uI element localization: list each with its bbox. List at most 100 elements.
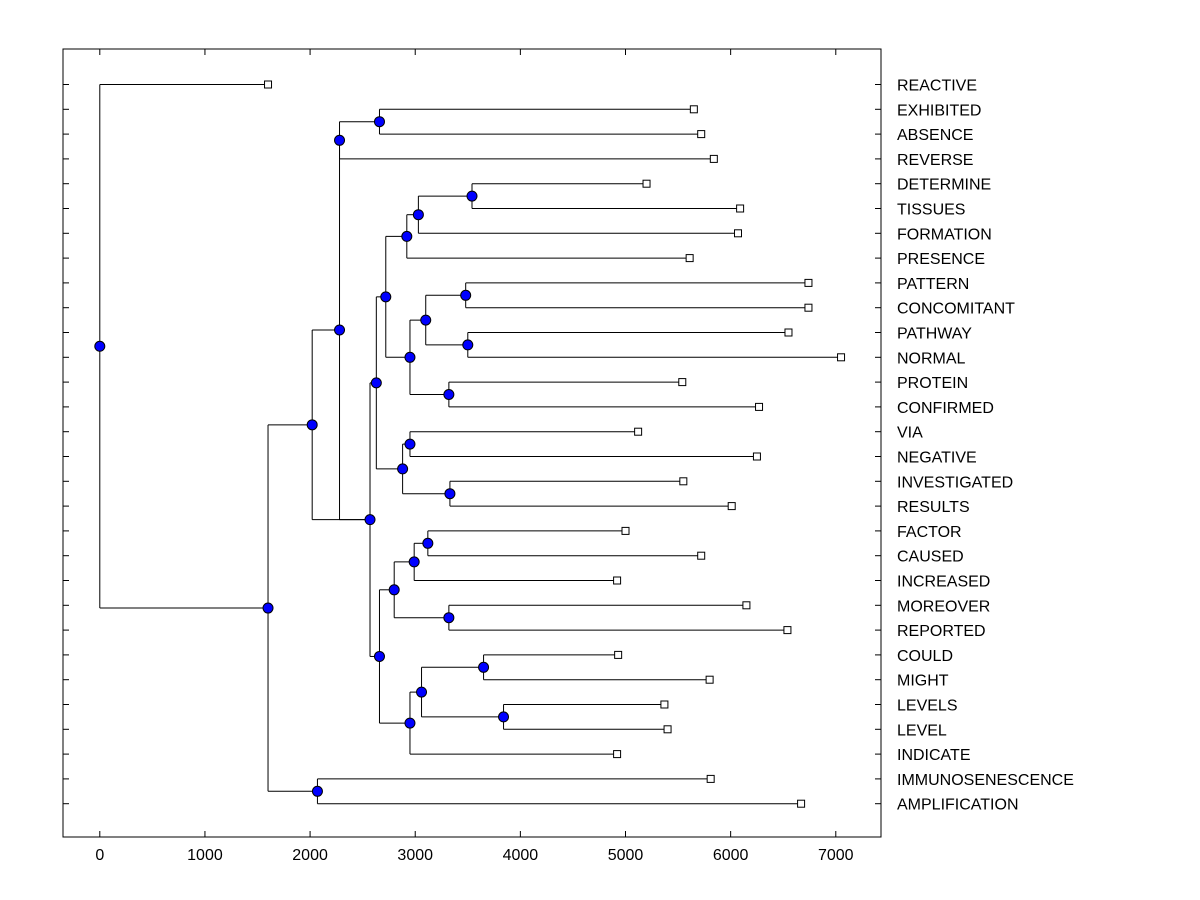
leaf-marker	[685, 254, 694, 263]
leaf-marker	[621, 526, 630, 535]
leaf-label: FORMATION	[897, 226, 992, 243]
leaf-markers	[264, 80, 846, 808]
x-tick-label: 2000	[292, 847, 328, 864]
leaf-label: CAUSED	[897, 549, 964, 566]
leaf-marker	[663, 725, 672, 734]
leaf-label: IMMUNOSENESCENCE	[897, 772, 1074, 789]
leaf-marker	[797, 799, 806, 808]
merge-node-marker	[334, 324, 346, 336]
leaf-label: CONCOMITANT	[897, 301, 1015, 318]
leaf-label: FACTOR	[897, 524, 962, 541]
leaf-marker	[752, 452, 761, 461]
leaf-marker	[642, 179, 651, 188]
leaf-label: COULD	[897, 648, 953, 665]
merge-node-marker	[412, 209, 424, 221]
leaf-label: LEVELS	[897, 698, 957, 715]
x-tick-label: 1000	[187, 847, 223, 864]
merge-node-marker	[373, 116, 385, 128]
leaf-label: NORMAL	[897, 350, 966, 367]
leaf-label: INCREASED	[897, 574, 990, 591]
x-tick-label: 6000	[713, 847, 749, 864]
merge-node-marker	[444, 488, 456, 500]
leaf-labels: REACTIVE EXHIBITED ABSENCE REVERSE DETERMINE…	[897, 78, 1074, 814]
leaf-marker	[660, 700, 669, 709]
leaf-marker	[804, 303, 813, 312]
leaf-label: REACTIVE	[897, 78, 977, 95]
leaf-marker	[705, 675, 714, 684]
leaf-marker	[613, 750, 622, 759]
merge-node-marker	[388, 584, 400, 596]
leaf-label: INDICATE	[897, 747, 970, 764]
merge-node-marker	[401, 230, 413, 242]
leaf-marker	[734, 229, 743, 238]
leaf-marker	[736, 204, 745, 213]
leaf-marker	[742, 601, 751, 610]
leaf-label: MOREOVER	[897, 598, 990, 615]
leaf-marker	[706, 774, 715, 783]
x-tick-label: 7000	[818, 847, 854, 864]
leaf-marker	[614, 650, 623, 659]
leaf-label: VIA	[897, 425, 923, 442]
leaf-label: REPORTED	[897, 623, 986, 640]
x-tick-label: 0	[95, 847, 104, 864]
merge-node-marker	[462, 339, 474, 351]
merge-node-marker	[420, 314, 432, 326]
leaf-label: RESULTS	[897, 499, 970, 516]
merge-node-marker	[370, 377, 382, 389]
leaf-marker	[679, 477, 688, 486]
x-tick-label: 3000	[397, 847, 433, 864]
leaf-tick-marks	[63, 84, 881, 805]
plot-frame	[62, 48, 882, 838]
merge-node-marker	[498, 711, 510, 723]
leaf-label: PROTEIN	[897, 375, 968, 392]
leaf-label: CONFIRMED	[897, 400, 994, 417]
leaf-label: MIGHT	[897, 673, 949, 690]
merge-node-marker	[466, 190, 478, 202]
leaf-marker	[689, 105, 698, 114]
leaf-label: AMPLIFICATION	[897, 797, 1019, 814]
x-axis: 0 1000 2000 3000 4000 5000 6000 7000	[95, 49, 854, 864]
leaf-marker	[804, 278, 813, 287]
merge-node-marker	[408, 556, 420, 568]
leaf-marker	[613, 576, 622, 585]
merge-node-marker	[422, 537, 434, 549]
leaf-marker	[727, 502, 736, 511]
merge-node-marker	[404, 438, 416, 450]
leaf-marker	[755, 402, 764, 411]
merge-node-marker	[373, 650, 385, 662]
leaf-label: PATTERN	[897, 276, 969, 293]
leaf-label: PRESENCE	[897, 251, 985, 268]
merge-node-marker	[262, 602, 274, 614]
merge-node-marker	[334, 134, 346, 146]
leaf-marker	[697, 130, 706, 139]
merge-node-marker	[478, 661, 490, 673]
leaf-label: TISSUES	[897, 202, 965, 219]
merge-node-marker	[380, 291, 392, 303]
leaf-marker	[709, 154, 718, 163]
merge-node-marker	[404, 717, 416, 729]
x-tick-label: 4000	[503, 847, 539, 864]
leaf-marker	[783, 626, 792, 635]
leaf-marker	[837, 353, 846, 362]
merge-node-marker	[460, 289, 472, 301]
x-tick-label: 5000	[608, 847, 644, 864]
merge-node-marker	[443, 389, 455, 400]
leaf-label: REVERSE	[897, 152, 973, 169]
leaf-marker	[697, 551, 706, 560]
leaf-marker	[784, 328, 793, 337]
merge-node-marker	[404, 351, 416, 363]
merge-node-marker	[306, 419, 318, 431]
leaf-label: ABSENCE	[897, 127, 973, 144]
leaf-label: LEVEL	[897, 722, 947, 739]
merge-node-markers	[94, 116, 510, 797]
leaf-label: PATHWAY	[897, 326, 972, 343]
leaf-label: EXHIBITED	[897, 102, 981, 119]
merge-node-marker	[364, 514, 376, 526]
leaf-marker	[634, 427, 643, 436]
merge-node-marker	[443, 612, 455, 624]
merge-node-marker	[311, 785, 323, 797]
leaf-label: DETERMINE	[897, 177, 991, 194]
merge-node-marker	[397, 463, 409, 475]
leaf-marker	[264, 80, 273, 89]
